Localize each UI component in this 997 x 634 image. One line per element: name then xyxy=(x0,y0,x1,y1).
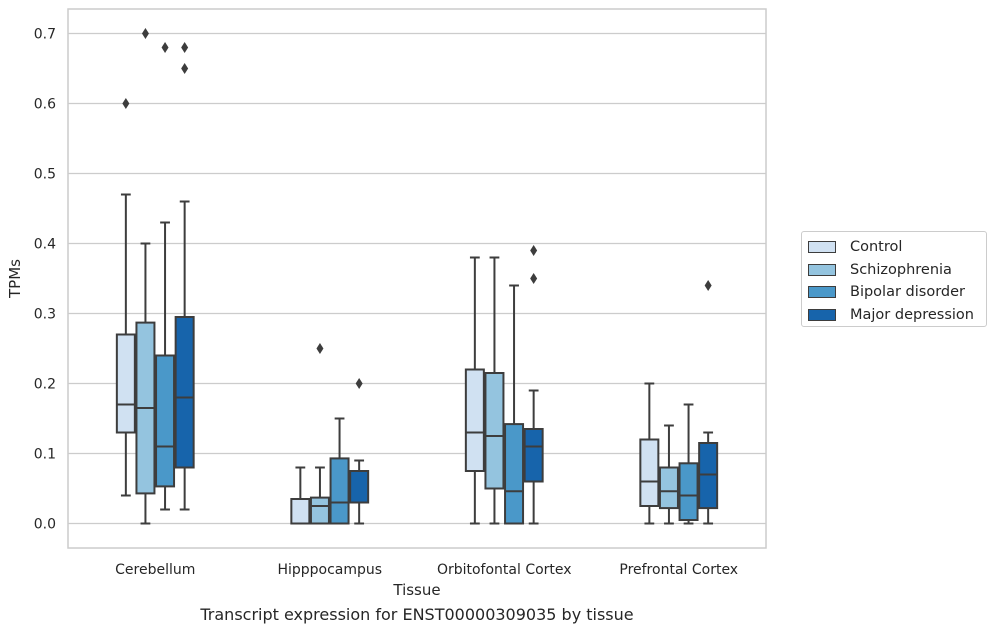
plot-frame xyxy=(67,8,767,549)
box-schizophrenia-cerebellum xyxy=(135,28,156,525)
y-tick-label: 0.3 xyxy=(34,307,56,323)
box-body xyxy=(698,442,719,510)
box-body xyxy=(155,354,176,488)
box-body xyxy=(678,462,699,521)
box-major-depression-orbitofontal-cortex xyxy=(523,245,544,525)
box-body xyxy=(290,498,311,525)
y-tick-label: 0.1 xyxy=(34,447,56,463)
outlier-point xyxy=(316,343,324,354)
box-bipolar-disorder-orbitofontal-cortex xyxy=(504,284,525,525)
x-tick-label: Cerebellum xyxy=(115,562,195,578)
box-body xyxy=(504,423,525,525)
outlier-point xyxy=(355,378,363,389)
legend-label: Major depression xyxy=(850,306,974,323)
box-body xyxy=(658,466,679,510)
box-body xyxy=(115,333,136,434)
box-schizophrenia-prefrontal-cortex xyxy=(658,424,679,525)
outlier-point xyxy=(530,245,538,256)
box-major-depression-prefrontal-cortex xyxy=(698,280,719,525)
box-schizophrenia-orbitofontal-cortex xyxy=(484,256,505,525)
box-control-cerebellum xyxy=(115,98,136,497)
box-bipolar-disorder-cerebellum xyxy=(155,42,176,511)
legend: Control Schizophrenia Bipolar disorder M… xyxy=(801,231,987,327)
box-body xyxy=(464,368,485,472)
figure-caption: Transcript expression for ENST0000030903… xyxy=(200,605,634,624)
legend-item: Control xyxy=(808,236,980,259)
outlier-point xyxy=(141,28,149,39)
box-body xyxy=(174,316,195,469)
legend-item: Bipolar disorder xyxy=(808,281,980,304)
box-bipolar-disorder-hipppocampus xyxy=(329,417,350,525)
y-tick-label: 0.7 xyxy=(34,27,56,43)
legend-swatch-bipolar-disorder xyxy=(808,286,836,299)
legend-item: Schizophrenia xyxy=(808,259,980,282)
y-tick-label: 0.4 xyxy=(34,237,56,253)
legend-swatch-schizophrenia xyxy=(808,263,836,276)
box-body xyxy=(349,470,370,504)
box-major-depression-hipppocampus xyxy=(349,378,370,525)
box-control-prefrontal-cortex xyxy=(639,382,660,525)
legend-label: Bipolar disorder xyxy=(850,284,965,301)
x-tick-labels: Cerebellum Hipppocampus Orbitofontal Corte… xyxy=(115,562,738,578)
legend-swatch-control xyxy=(808,241,836,254)
x-tick-label: Hipppocampus xyxy=(277,562,382,578)
box-body xyxy=(329,457,350,525)
outlier-point xyxy=(704,280,712,291)
y-tick-label: 0.2 xyxy=(34,377,56,393)
outlier-point xyxy=(161,42,169,53)
legend-item: Major depression xyxy=(808,304,980,327)
legend-label: Control xyxy=(850,239,903,256)
outlier-point xyxy=(181,63,189,74)
box-schizophrenia-hipppocampus xyxy=(309,343,330,525)
box-body xyxy=(639,438,660,507)
legend-label: Schizophrenia xyxy=(850,261,952,278)
box-plot-marks xyxy=(115,28,719,525)
box-bipolar-disorder-prefrontal-cortex xyxy=(678,403,699,525)
box-body xyxy=(309,496,330,525)
box-body xyxy=(484,372,505,490)
legend-swatch-major-depression xyxy=(808,308,836,321)
y-tick-label: 0.6 xyxy=(34,97,56,113)
box-major-depression-cerebellum xyxy=(174,42,195,511)
box-body xyxy=(523,428,544,483)
outlier-point xyxy=(530,273,538,284)
box-control-hipppocampus xyxy=(290,466,311,525)
y-tick-label: 0.0 xyxy=(34,517,56,533)
x-tick-label: Orbitofontal Cortex xyxy=(437,562,572,578)
y-tick-labels: 0.0 0.1 0.2 0.3 0.4 0.5 0.6 0.7 xyxy=(34,27,56,533)
x-axis-label: Tissue xyxy=(392,581,440,599)
y-tick-label: 0.5 xyxy=(34,167,56,183)
outlier-point xyxy=(181,42,189,53)
box-control-orbitofontal-cortex xyxy=(464,256,485,525)
x-tick-label: Prefrontal Cortex xyxy=(619,562,738,578)
outlier-point xyxy=(122,98,130,109)
y-axis-label: TPMs xyxy=(6,259,24,299)
